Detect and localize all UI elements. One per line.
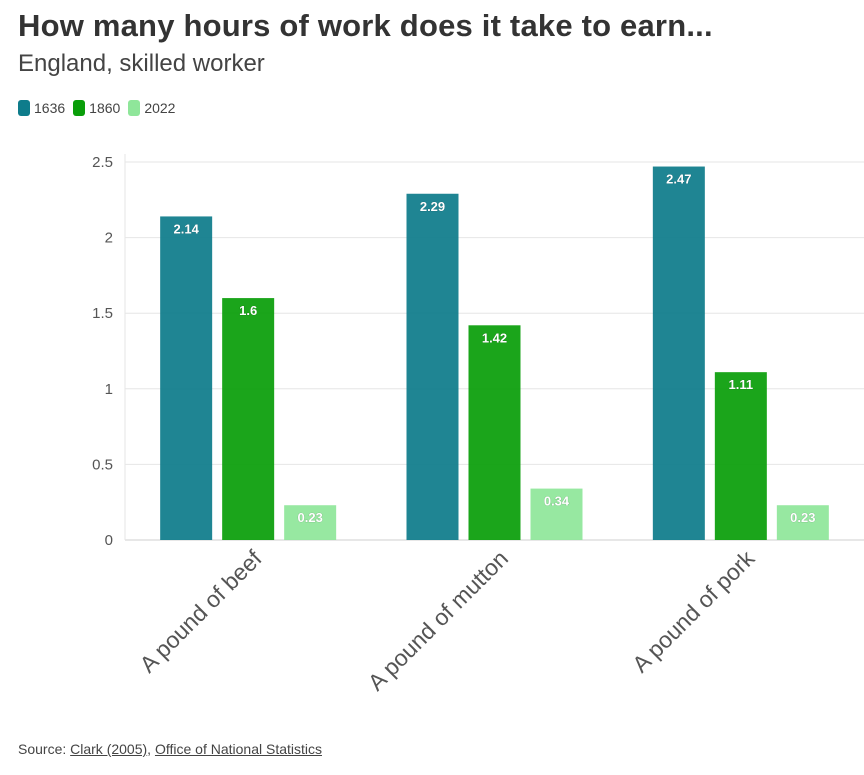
bar-1636 [406,193,459,540]
legend-label-2022: 2022 [144,100,176,116]
legend-swatch-2022 [128,100,141,116]
x-tick-label: A pound of mutton [363,545,513,695]
legend-item-1860[interactable]: 1860 [73,100,120,116]
y-tick-label: 0 [105,532,113,549]
bar-value-label: 1.11 [729,377,754,392]
chart-title: How many hours of work does it take to e… [18,8,713,43]
y-tick-label: 2 [105,230,113,247]
bar-value-label: 2.14 [174,221,200,236]
bar-value-label: 1.6 [239,303,257,318]
legend-label-1860: 1860 [89,100,121,116]
source-link-clark[interactable]: Clark (2005) [70,741,148,757]
legend-swatch-1636 [18,100,30,116]
bar-chart: 0 0.5 1 1.5 2 2.5 2.14 1.6 0.23 A pound of beef 2.… [92,154,864,696]
legend: 1636 1860 2022 [18,100,183,116]
legend-item-1636[interactable]: 1636 [18,100,65,116]
bar-2022 [530,488,583,540]
bar-value-label: 2.29 [420,199,445,214]
legend-item-2022[interactable]: 2022 [128,100,175,116]
bar-1636 [652,166,705,540]
x-tick-label: A pound of beef [134,545,267,678]
bar-value-label: 0.34 [544,494,570,509]
source-link-ons[interactable]: Office of National Statistics [154,741,322,757]
source-separator: , [147,741,155,757]
y-tick-label: 0.5 [92,456,113,473]
bar-1860 [468,325,521,540]
source-label: Source: [18,741,71,757]
bar-2022 [776,505,829,540]
y-tick-label: 1 [105,381,113,398]
bar-2022 [284,505,337,540]
y-tick-label: 2.5 [92,154,113,171]
legend-swatch-1860 [73,100,86,116]
bar-1860 [222,298,275,540]
chart-subtitle: England, skilled worker [18,50,265,77]
x-tick-label: A pound of pork [627,545,760,678]
bar-value-label: 0.23 [790,510,815,525]
bar-value-label: 1.42 [482,330,507,345]
source-note: Source: Clark (2005), Office of National… [18,741,322,757]
bar-1860 [714,372,767,540]
bar-1636 [160,216,213,540]
bar-value-label: 0.23 [298,510,323,525]
y-tick-label: 1.5 [92,305,113,322]
legend-label-1636: 1636 [34,100,66,116]
bar-value-label: 2.47 [666,172,691,187]
